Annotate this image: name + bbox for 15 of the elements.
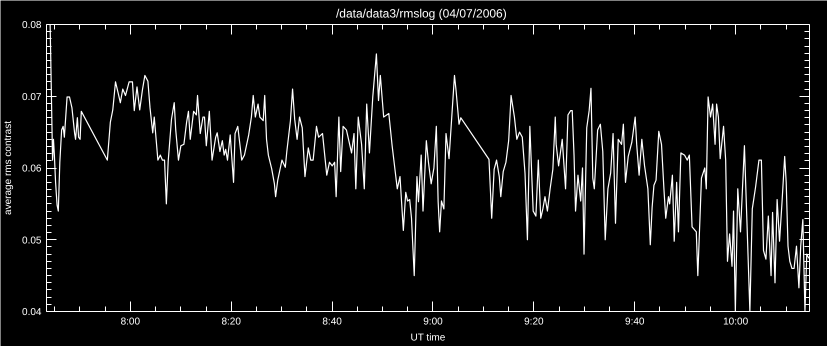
x-tick-label: 8:20 [221,316,242,328]
x-tick-label: 9:20 [524,316,544,328]
x-tick-label: 8:40 [322,316,342,328]
chart-title: /data/data3/rmslog (04/07/2006) [336,6,507,20]
y-tick-label: 0.04 [22,307,42,318]
y-tick-label: 0.06 [22,164,42,174]
y-tick-label: 0.08 [22,20,42,31]
y-tick-label: 0.05 [22,235,42,246]
x-tick-label: 8:00 [120,316,141,328]
x-tick-label: 10:00 [723,316,749,328]
y-tick-label: 0.07 [22,92,42,103]
x-axis-title: UT time [410,332,446,344]
x-tick-label: 9:00 [423,316,444,328]
y-axis-title: average rms contrast [3,120,14,215]
x-tick-label: 9:40 [625,316,645,328]
